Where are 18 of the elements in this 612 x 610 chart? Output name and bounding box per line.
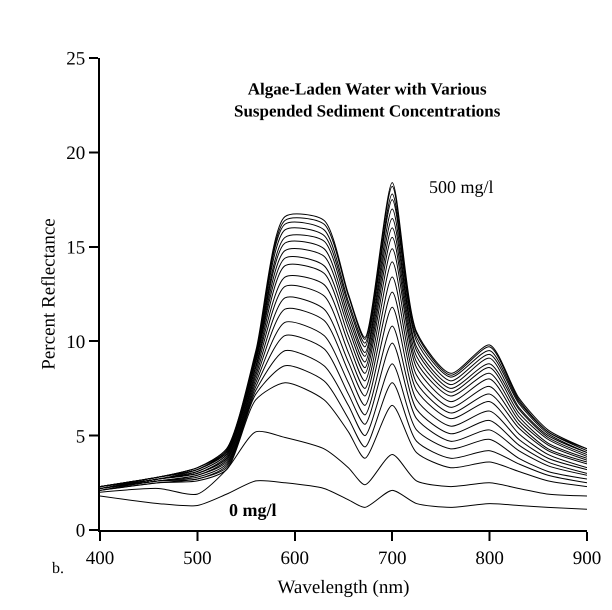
text: b. xyxy=(52,560,64,577)
x-axis-title: Wavelength (nm) xyxy=(278,577,410,598)
annotation: 0 mg/l xyxy=(229,500,276,520)
x-tick-label: 900 xyxy=(572,548,602,569)
x-tick-label: 700 xyxy=(378,548,406,569)
annotation: 500 mg/l xyxy=(429,177,494,197)
y-tick-label: 5 xyxy=(76,426,86,448)
x-tick-label: 400 xyxy=(86,548,114,569)
x-tick-label: 600 xyxy=(280,548,310,569)
y-axis-title: Percent Reflectance xyxy=(38,218,60,370)
x-tick-label: 800 xyxy=(475,548,504,569)
y-tick-label: 10 xyxy=(66,332,86,353)
text: Algae-Laden Water with Various Suspended Sediment Concentrations xyxy=(234,80,501,121)
y-tick-label: 25 xyxy=(66,48,86,70)
y-tick-label: 0 xyxy=(76,520,86,542)
y-tick-label: 15 xyxy=(66,237,86,258)
x-tick-label: 500 xyxy=(183,548,212,569)
y-tick-label: 20 xyxy=(66,143,86,164)
